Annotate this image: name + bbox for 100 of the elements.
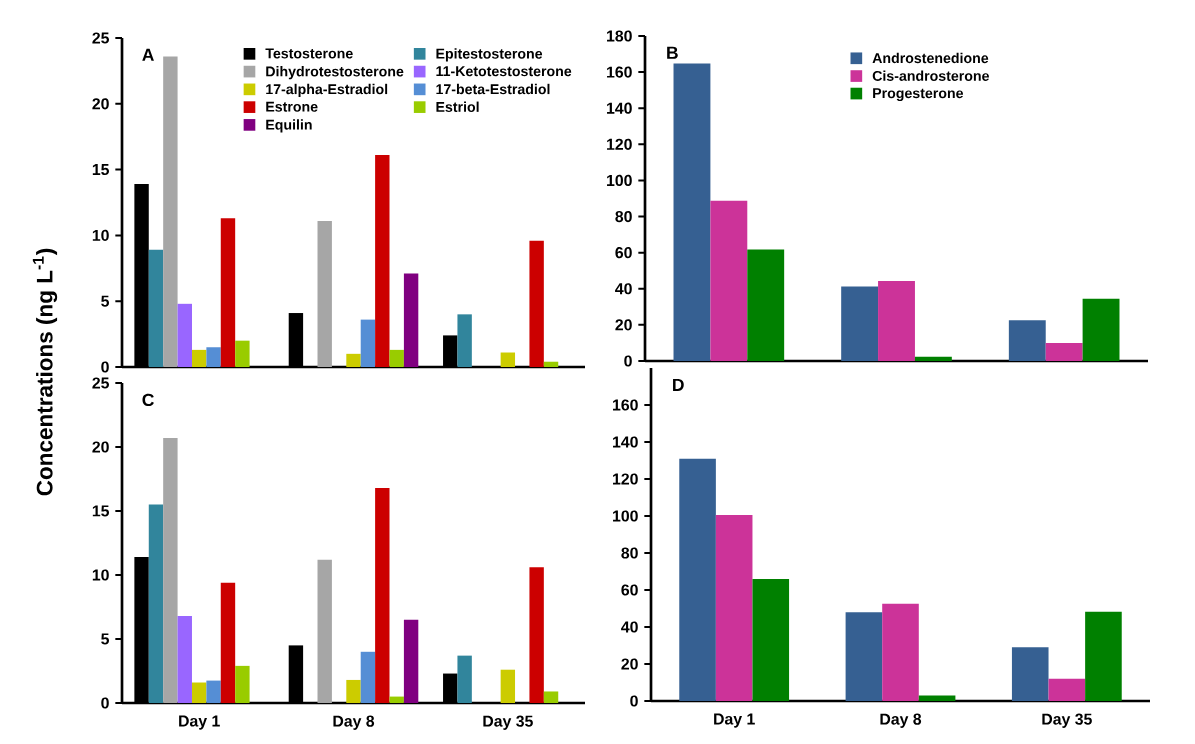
bar (500, 669, 516, 703)
y-tick-label: 60 (621, 584, 638, 596)
y-tick-label: 20 (621, 658, 638, 670)
y-tick-label: 60 (615, 247, 632, 259)
bar (317, 559, 332, 703)
x-tick-label: Day 1 (714, 713, 755, 728)
bar (457, 655, 472, 703)
bar (529, 240, 544, 367)
bar (346, 679, 361, 703)
y-tick-label: 15 (92, 505, 110, 517)
annotation: B (667, 46, 678, 59)
y-tick-label: 5 (101, 633, 110, 645)
y-tick-label: 20 (92, 441, 109, 453)
y-tick-label: 15 (92, 164, 110, 176)
bar (1048, 678, 1086, 701)
bar (163, 56, 178, 367)
y-tick-label: 100 (607, 174, 632, 187)
y-tick-label: 40 (615, 283, 632, 295)
y-tick-label: 140 (607, 102, 632, 114)
bar (543, 361, 559, 367)
y-tick-label: 120 (613, 473, 638, 485)
legend-label: Dihydrotestosterone (266, 66, 404, 80)
y-tick-label: 0 (101, 697, 109, 709)
bar (747, 249, 785, 361)
bar (235, 340, 250, 367)
y-tick-label: 25 (92, 377, 110, 389)
x-tick-label: Day 35 (483, 715, 533, 730)
y-tick-label: 10 (92, 229, 109, 241)
bar (752, 579, 790, 701)
y-tick-label: 10 (92, 569, 109, 581)
bar (543, 691, 559, 703)
legend-label: Cis-androsterone (872, 70, 989, 81)
bar (389, 696, 404, 703)
bar (206, 680, 221, 703)
bar (679, 458, 716, 701)
bar (1045, 342, 1083, 361)
bar (882, 603, 919, 701)
x-tick-label: Day 35 (1042, 713, 1092, 728)
y-tick-label: 40 (621, 621, 638, 633)
bar (715, 515, 753, 701)
x-tick-label: Day 8 (333, 715, 375, 730)
y-tick-label: 0 (101, 361, 109, 373)
bar (317, 220, 332, 367)
bar (191, 682, 207, 703)
y-tick-label: 180 (607, 30, 632, 42)
annotation: D (673, 378, 684, 391)
legend-label: Estriol (436, 101, 479, 112)
bar (914, 356, 952, 361)
bar (500, 352, 516, 367)
legend-label: 11-Ketotestosterone (436, 66, 572, 77)
y-tick-label: 160 (613, 399, 638, 411)
bar (375, 487, 390, 703)
bar (841, 286, 879, 361)
y-tick-label: 5 (101, 295, 110, 307)
legend-label: Equilin (266, 119, 312, 133)
y-tick-label: 100 (613, 510, 638, 522)
bar (177, 615, 192, 703)
y-tick-label: 0 (624, 355, 632, 367)
bar (206, 347, 221, 367)
bar (918, 695, 956, 701)
bar (163, 438, 178, 703)
legend-label: Estrone (266, 101, 318, 112)
y-tick-label: 140 (613, 436, 638, 448)
y-tick-label: 80 (615, 210, 632, 223)
y-tick-label: 20 (92, 98, 109, 110)
y-tick-label: 80 (621, 547, 638, 559)
y-tick-label: 120 (607, 138, 632, 150)
bar (1082, 298, 1120, 361)
bar (220, 218, 236, 367)
bar (148, 504, 164, 703)
bar (346, 353, 361, 367)
bar (403, 619, 419, 703)
y-tick-label: 160 (607, 66, 632, 78)
y-axis-title: Concentrations (ng L$^{-1}$) (32, 248, 58, 496)
legend-label: 17-alpha-Estradiol (266, 83, 388, 97)
bar (1011, 647, 1049, 701)
bar (710, 200, 748, 361)
annotation: A (142, 48, 154, 61)
bar (529, 567, 544, 703)
bar (673, 63, 711, 361)
bar (360, 319, 376, 367)
bar (878, 281, 915, 361)
annotation: C (142, 393, 154, 407)
bar (235, 665, 250, 703)
bar (191, 349, 207, 367)
bar (457, 314, 472, 367)
bar (389, 349, 404, 367)
bar (1008, 320, 1046, 361)
legend-label: 17-beta-Estradiol (436, 83, 550, 95)
bar (360, 651, 376, 703)
bar (177, 303, 192, 367)
bar (220, 582, 236, 703)
y-tick-label: 25 (92, 32, 110, 44)
y-tick-label: 20 (615, 319, 632, 331)
legend-label: Androstenedione (872, 52, 989, 64)
bar (1085, 611, 1122, 701)
y-tick-label: 0 (630, 695, 638, 707)
x-tick-label: Day 1 (179, 715, 220, 730)
bar (403, 273, 419, 367)
bar (375, 155, 390, 367)
